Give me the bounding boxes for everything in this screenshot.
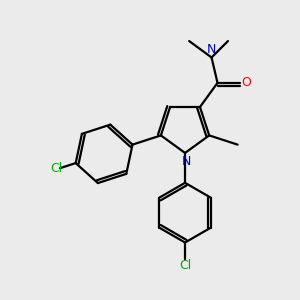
- Text: N: N: [207, 43, 216, 56]
- Text: Cl: Cl: [50, 162, 63, 175]
- Text: Cl: Cl: [179, 259, 191, 272]
- Text: N: N: [182, 155, 191, 168]
- Text: O: O: [242, 76, 251, 89]
